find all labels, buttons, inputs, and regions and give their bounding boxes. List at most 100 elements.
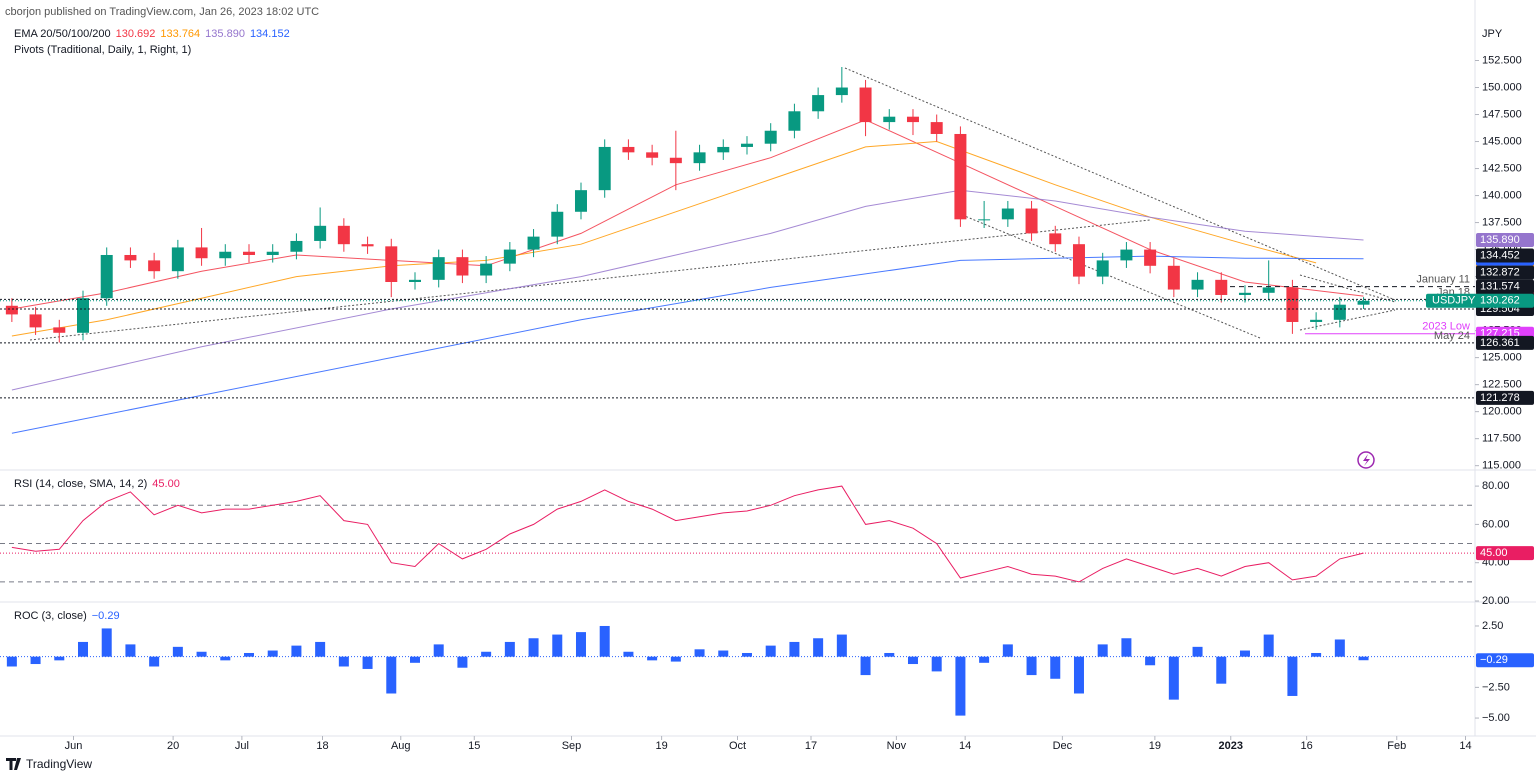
pivot-badge-label: 132.872	[1480, 266, 1520, 278]
candle-body	[290, 240, 303, 252]
candle-body	[574, 190, 587, 212]
pivot-badge	[1476, 279, 1534, 294]
candle-body	[930, 122, 943, 134]
y-tick-label: 120.000	[1482, 406, 1522, 418]
candle-body	[954, 133, 967, 220]
y-tick-label: 115.000	[1482, 460, 1521, 472]
roc-bar	[741, 652, 752, 657]
roc-bar	[54, 656, 65, 661]
candle-body	[978, 219, 991, 221]
trendline	[844, 67, 1396, 301]
roc-bar	[149, 656, 160, 667]
roc-bar	[860, 656, 871, 676]
candle-body	[764, 130, 777, 144]
y-tick-label: −5.00	[1482, 712, 1510, 724]
pivot-badge-label: 134.452	[1480, 249, 1520, 261]
x-tick-label: 20	[167, 740, 179, 752]
pivot-badge	[1476, 265, 1534, 280]
candle-body	[1144, 249, 1157, 266]
roc-bar	[718, 650, 729, 657]
x-tick-label: 16	[1301, 740, 1313, 752]
ema-value: 133.764	[160, 28, 200, 40]
roc-bar	[907, 656, 918, 665]
candle-body	[1215, 279, 1228, 295]
roc-bar	[931, 656, 942, 672]
candle-body	[740, 143, 753, 147]
ema-value: 130.692	[116, 28, 156, 40]
roc-bar	[1050, 656, 1061, 679]
candle-body	[385, 246, 398, 282]
roc-bar	[220, 656, 231, 661]
ema-badge-label: 135.890	[1480, 234, 1520, 246]
rsi-badge	[1476, 546, 1534, 561]
y-tick-label: 150.000	[1482, 81, 1522, 93]
pivot-note: May 24	[1434, 330, 1470, 342]
x-tick-label: Aug	[391, 740, 411, 752]
ema-line	[11, 189, 1364, 391]
roc-bar	[362, 656, 373, 669]
candle-body	[337, 225, 350, 245]
candle-body	[1072, 244, 1085, 277]
roc-bar	[1358, 656, 1369, 661]
roc-bar	[1121, 638, 1132, 657]
x-tick-label: 14	[959, 740, 971, 752]
candle-body	[1262, 287, 1275, 293]
x-tick-label: 19	[655, 740, 667, 752]
roc-bar	[1026, 656, 1037, 676]
roc-bar	[125, 644, 136, 657]
pivot-note: 2023 Low	[1422, 321, 1470, 333]
rsi-title: RSI (14, close, SMA, 14, 2)	[14, 478, 147, 490]
candle-body	[314, 225, 327, 241]
roc-bar	[836, 634, 847, 657]
roc-bar	[77, 641, 88, 657]
candle-body	[124, 254, 137, 261]
roc-title: ROC (3, close)	[14, 610, 87, 622]
pivots-label: Pivots (Traditional, Daily, 1, Right, 1)	[14, 44, 191, 56]
ema-badge	[1476, 232, 1534, 247]
symbol-price: 130.262	[1480, 295, 1520, 307]
candle-body	[503, 249, 516, 264]
roc-bar	[101, 628, 112, 657]
roc-bar	[386, 656, 397, 694]
roc-bar	[1145, 656, 1156, 666]
roc-bar	[694, 649, 705, 657]
candle-body	[1096, 260, 1109, 277]
roc-bar	[1168, 656, 1179, 700]
x-tick-label: 15	[468, 740, 480, 752]
y-tick-label: 80.00	[1482, 480, 1510, 492]
roc-bar	[623, 651, 634, 657]
x-tick-label: 14	[1459, 740, 1471, 752]
brand: TradingView	[26, 757, 92, 771]
candle-body	[266, 251, 279, 255]
roc-value: −0.29	[92, 610, 120, 622]
candle-body	[906, 116, 919, 123]
ema-line	[11, 255, 1364, 434]
ema-legend: EMA 20/50/100/200 130.692 133.764 135.890 13…	[14, 28, 290, 40]
ema-value: 134.152	[250, 28, 290, 40]
roc-bar	[504, 641, 515, 657]
candle-body	[835, 87, 848, 96]
alert-icon[interactable]	[1357, 451, 1375, 469]
roc-bar	[267, 650, 278, 657]
candle-body	[1357, 300, 1370, 305]
roc-bar	[291, 645, 302, 657]
x-tick-label: 18	[316, 740, 328, 752]
x-tick-label: Nov	[887, 740, 907, 752]
roc-bar	[1097, 644, 1108, 657]
x-tick-label: Sep	[562, 740, 582, 752]
candle-body	[598, 146, 611, 191]
candle-body	[76, 298, 89, 333]
rsi-line	[11, 485, 1364, 583]
candle-body	[1238, 292, 1251, 295]
candle-body	[551, 211, 564, 237]
candle-body	[1286, 287, 1299, 322]
candle-body	[622, 146, 635, 153]
currency: JPY	[1482, 28, 1503, 40]
candle-body	[242, 251, 255, 255]
candle-body	[693, 152, 706, 164]
symbol-name: USDJPY	[1432, 295, 1476, 307]
roc-bar	[1192, 646, 1203, 657]
x-tick-label: 2023	[1219, 740, 1243, 752]
candle-body	[171, 247, 184, 272]
